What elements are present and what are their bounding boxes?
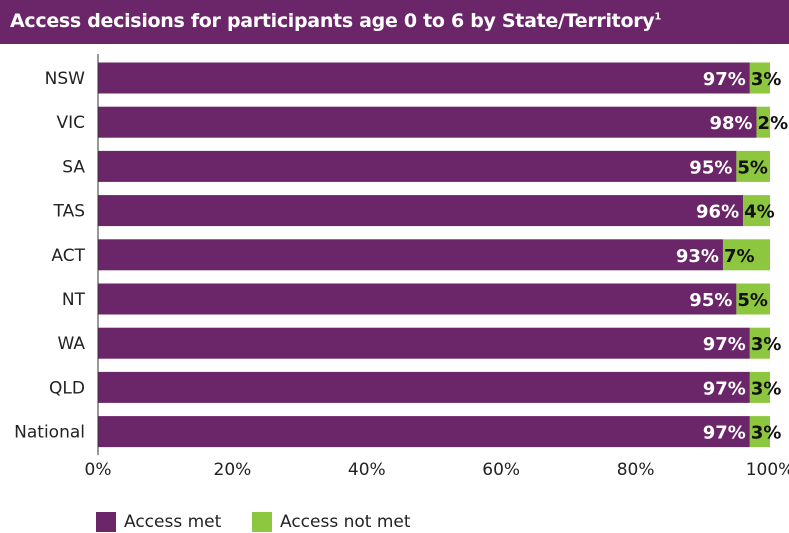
legend-swatch-access-met — [96, 512, 116, 532]
data-label-access-not-met-tas: 4% — [744, 202, 775, 223]
data-label-access-not-met-wa: 3% — [751, 334, 782, 355]
bar-access-met-qld — [98, 371, 750, 403]
chart-title: Access decisions for participants age 0 … — [10, 10, 662, 32]
legend-label-access-met: Access met — [124, 512, 222, 532]
data-label-access-met-sa: 95% — [689, 157, 732, 178]
data-label-access-met-wa: 97% — [703, 334, 746, 355]
bar-access-met-national — [98, 416, 750, 448]
x-tick-label-1: 20% — [214, 460, 252, 480]
bar-access-not-met-tas — [743, 195, 770, 227]
x-tick-label-4: 80% — [617, 460, 655, 480]
bar-access-met-sa — [98, 150, 737, 182]
category-label-wa: WA — [57, 334, 85, 354]
bar-access-not-met-nsw — [749, 62, 770, 94]
bar-access-met-nsw — [98, 62, 750, 94]
bar-access-not-met-qld — [749, 371, 770, 403]
x-tick-label-3: 60% — [482, 460, 520, 480]
x-tick-label-5: 100% — [746, 460, 789, 480]
data-label-access-met-national: 97% — [703, 423, 746, 444]
data-label-access-met-qld: 97% — [703, 378, 746, 399]
data-label-access-met-vic: 98% — [709, 113, 752, 134]
data-label-access-not-met-sa: 5% — [737, 157, 768, 178]
category-label-act: ACT — [51, 246, 85, 266]
category-label-nsw: NSW — [45, 69, 86, 89]
category-label-sa: SA — [62, 157, 85, 177]
bar-access-not-met-sa — [736, 150, 770, 182]
bar-access-met-wa — [98, 327, 750, 359]
x-tick-label-0: 0% — [85, 460, 112, 480]
data-label-access-not-met-nt: 5% — [737, 290, 768, 311]
data-label-access-not-met-vic: 2% — [758, 113, 789, 134]
legend-item-access-met: Access met — [96, 512, 221, 532]
data-label-access-not-met-act: 7% — [724, 246, 755, 267]
bar-access-not-met-act — [722, 239, 770, 271]
bar-access-met-tas — [98, 195, 744, 227]
bar-access-met-vic — [98, 106, 757, 138]
data-label-access-met-nt: 95% — [689, 290, 732, 311]
x-tick-label-2: 40% — [348, 460, 386, 480]
data-label-access-not-met-nsw: 3% — [751, 69, 782, 90]
title-footnote: 1 — [654, 11, 662, 23]
legend-swatch-access-not-met — [252, 512, 272, 532]
stacked-bar-chart: NSW 97% 3%VIC 98% 2%SA 95% 5%TAS 96% 4%ACT 93% 7%N… — [14, 54, 789, 480]
bar-access-met-nt — [98, 283, 737, 315]
category-label-nt: NT — [62, 290, 86, 310]
data-label-access-met-nsw: 97% — [703, 69, 746, 90]
bar-access-not-met-vic — [756, 106, 770, 138]
chart-title-bar: Access decisions for participants age 0 … — [0, 0, 789, 44]
bar-access-not-met-nt — [736, 283, 770, 315]
data-label-access-met-tas: 96% — [696, 202, 739, 223]
data-label-access-not-met-qld: 3% — [751, 378, 782, 399]
bar-access-met-act — [98, 239, 723, 271]
category-label-tas: TAS — [53, 202, 86, 222]
data-label-access-met-act: 93% — [676, 246, 719, 267]
category-label-vic: VIC — [56, 113, 85, 133]
bar-access-not-met-wa — [749, 327, 770, 359]
category-label-national: National — [14, 423, 85, 443]
data-label-access-not-met-national: 3% — [751, 423, 782, 444]
legend-item-access-not-met: Access not met — [252, 512, 411, 532]
category-label-qld: QLD — [49, 378, 85, 398]
legend-label-access-not-met: Access not met — [280, 512, 411, 532]
bar-access-not-met-national — [749, 416, 770, 448]
